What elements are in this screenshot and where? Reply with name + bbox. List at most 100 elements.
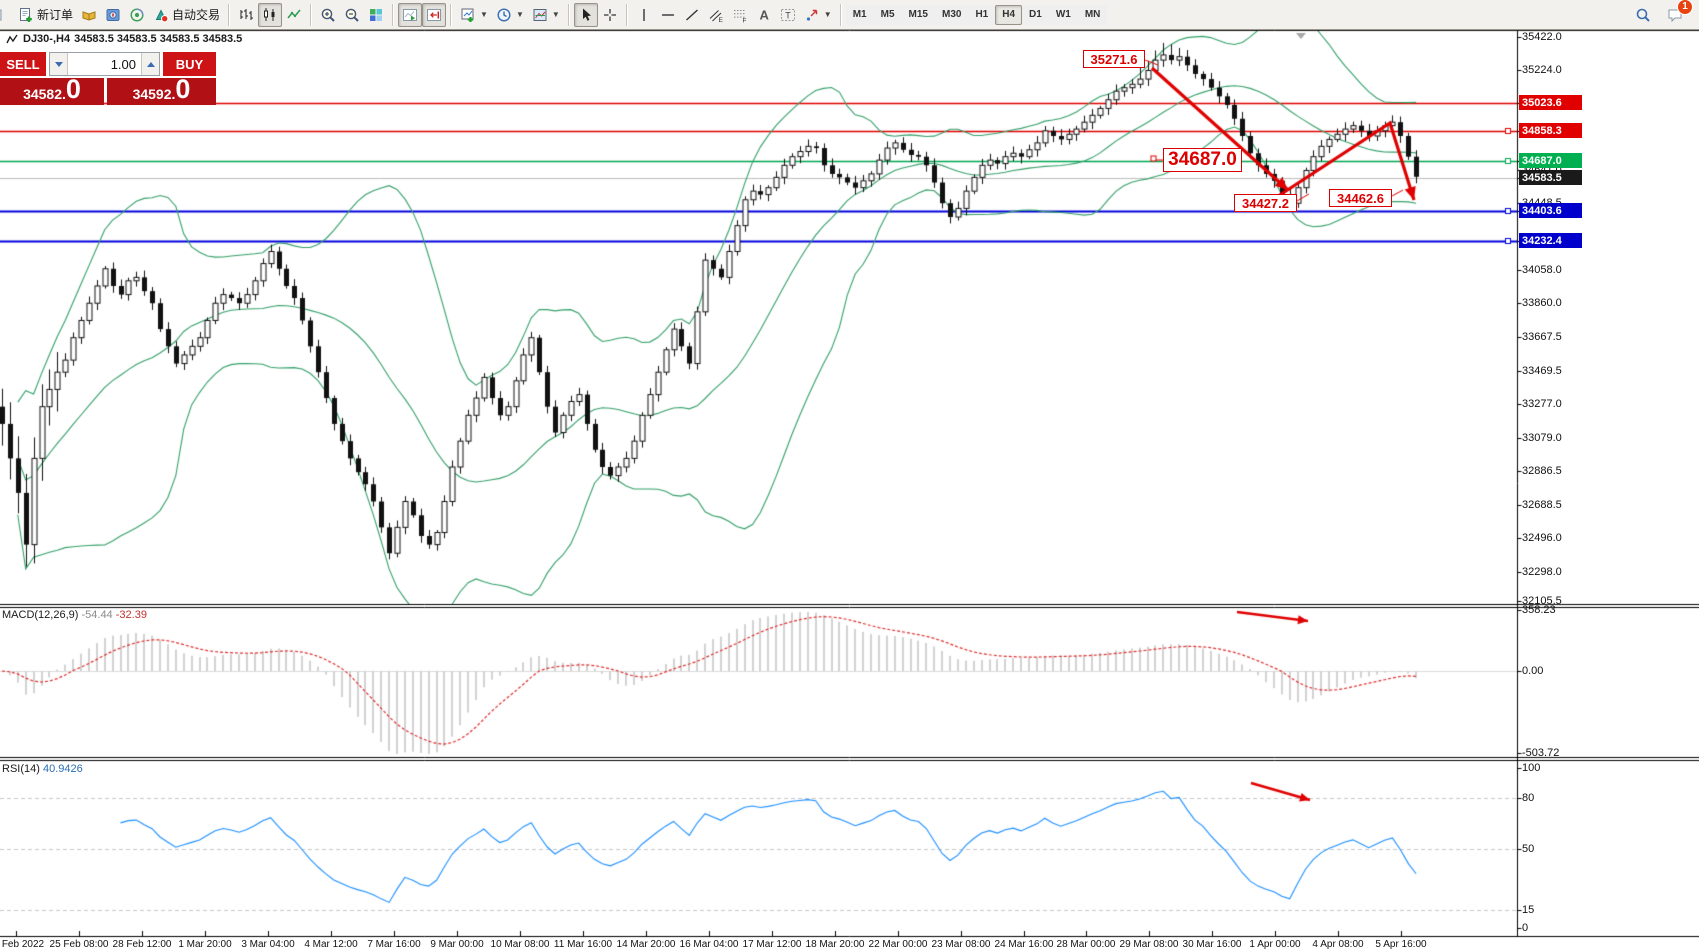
price-tick-label: 33469.5 [1522,365,1562,377]
zoom-in-button[interactable] [316,3,340,27]
equidistant-channel-button[interactable]: E [704,3,728,27]
line-chart-button[interactable] [282,3,306,27]
buy-price-small: 34592. [132,86,176,102]
price-annotation-box[interactable]: 34462.6 [1329,189,1392,207]
zoom-out-button[interactable] [340,3,364,27]
timeframe-h1-button[interactable]: H1 [968,4,996,25]
market-watch-icon [82,10,96,21]
bars-icon [240,8,254,20]
chevron-down-icon: ▼ [480,10,488,19]
trendline-button[interactable] [680,3,704,27]
date-tick-label: 1 Mar 20:00 [178,939,232,950]
date-tick-label: 9 Mar 00:00 [430,939,484,950]
price-annotation-box[interactable]: 34687.0 [1163,148,1242,172]
fibonacci-button[interactable]: F [728,3,752,27]
timeframe-m30-button[interactable]: M30 [934,4,969,25]
sell-button[interactable]: SELL [0,52,46,76]
vertical-line-button[interactable] [632,3,656,27]
volume-stepper[interactable]: 1.00 [49,52,160,76]
rsi-indicator-label: RSI(14) 40.9426 [2,763,83,775]
one-click-trading-panel: SELL 1.00 BUY 34582. 0 34592. 0 [0,52,216,105]
text-a-icon: A [759,7,769,22]
notification-badge: 1 [1677,0,1693,15]
date-tick-label: 18 Mar 20:00 [805,939,865,950]
volume-decrease-button[interactable] [50,53,68,75]
navigator-button[interactable] [101,3,125,27]
svg-text:E: E [718,17,723,23]
toolbar-separator [310,3,313,26]
macd-scale-label: 0.00 [1522,665,1544,677]
arrows-button[interactable]: ▼ [800,3,836,27]
auto-scroll-button[interactable] [398,2,423,27]
new-chart-icon [461,8,474,22]
timeframe-m15-button[interactable]: M15 [901,4,935,25]
tile-windows-button[interactable] [364,3,388,27]
price-annotation-box[interactable]: 34427.2 [1234,194,1297,212]
timeframe-m1-button[interactable]: M1 [845,4,874,25]
date-tick-label: 24 Feb 2022 [0,939,45,950]
timeframe-w1-button[interactable]: W1 [1048,4,1078,25]
cursor-button[interactable] [573,2,598,27]
partial-icon [0,9,2,20]
profiles-button[interactable]: ▼ [492,3,528,27]
timeframe-d1-button[interactable]: D1 [1022,4,1049,25]
tiles-icon [370,8,383,21]
rsi-scale-label: 0 [1522,922,1529,934]
chart-squiggle-icon [6,34,18,43]
candle-chart-button[interactable] [258,2,283,27]
sell-price[interactable]: 34582. 0 [0,76,104,105]
market-watch-button[interactable] [77,3,101,27]
timeframe-m5-button[interactable]: M5 [873,4,902,25]
line-icon [287,9,301,18]
text-button[interactable]: A [752,3,776,27]
text-t-icon: T [780,8,795,21]
bar-chart-button[interactable] [234,3,258,27]
date-tick-label: 11 Mar 16:00 [553,939,613,950]
new-order-button[interactable]: 新订单 [14,3,77,27]
horizontal-line-button[interactable] [656,3,680,27]
autoscroll-icon [403,8,418,21]
price-tick-label: 32298.0 [1522,566,1562,578]
arrow-down-icon [54,61,63,67]
date-tick-label: 28 Feb 12:00 [112,939,172,950]
date-tick-label: 24 Mar 16:00 [994,939,1054,950]
macd-indicator-label: MACD(12,26,9) -54.44 -32.39 [2,609,147,621]
toolbar-separator [392,3,395,26]
macd-value: -54.44 [81,609,113,621]
chevron-down-icon: ▼ [551,10,560,19]
autotrading-button[interactable]: 自动交易 [149,3,224,27]
date-tick-label: 16 Mar 04:00 [679,939,739,950]
timeframe-h4-button[interactable]: H4 [995,4,1023,25]
new-chart-button[interactable]: ▼ [456,3,492,27]
data-window-button[interactable] [125,3,149,27]
volume-increase-button[interactable] [141,53,159,75]
date-tick-label: 7 Mar 16:00 [367,939,421,950]
toolbar-separator [625,3,628,26]
price-tick-label: 33277.0 [1522,398,1562,410]
volume-value[interactable]: 1.00 [110,56,136,72]
timeframe-mn-button[interactable]: MN [1077,4,1108,25]
fibo-icon: F [733,9,746,23]
notifications-button[interactable]: 1 [1663,0,1693,27]
price-tick-label: 34058.0 [1522,264,1562,276]
chart-partial-button[interactable] [0,3,14,27]
templates-button[interactable]: ▼ [528,3,564,27]
toolbar-right-group: 1 [1631,0,1697,27]
new-order-label: 新订单 [37,8,74,22]
search-button[interactable] [1631,3,1655,27]
date-tick-label: 4 Apr 08:00 [1312,939,1364,950]
price-annotation-box[interactable]: 35271.6 [1083,50,1145,68]
clock-icon [497,7,511,22]
buy-price[interactable]: 34592. 0 [107,76,216,105]
price-tick-label: 32886.5 [1522,465,1562,477]
channel-icon: E [709,9,723,23]
crosshair-button[interactable] [598,3,622,27]
buy-button[interactable]: BUY [163,52,216,76]
chart-shift-button[interactable] [422,2,447,27]
search-icon [1636,8,1650,22]
date-tick-label: 30 Mar 16:00 [1182,939,1242,950]
text-label-button[interactable]: T [776,3,800,27]
navigator-icon [106,8,120,21]
